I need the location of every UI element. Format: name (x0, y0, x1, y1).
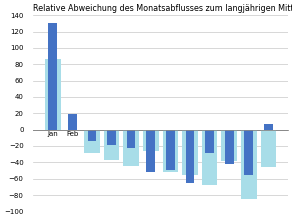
Bar (123, 130, 139, 166)
Bar (202, 130, 218, 185)
Bar (163, 130, 178, 172)
Bar (107, 130, 116, 145)
Bar (264, 124, 273, 130)
Bar (260, 130, 276, 167)
Bar (241, 130, 257, 199)
Bar (205, 130, 214, 152)
Bar (45, 59, 60, 130)
Bar (146, 130, 155, 172)
Bar (143, 130, 159, 151)
Bar (225, 130, 234, 164)
Bar (221, 130, 237, 161)
Bar (244, 130, 253, 175)
Bar (104, 130, 119, 160)
Bar (84, 130, 100, 153)
Bar (186, 130, 194, 183)
Bar (88, 130, 96, 141)
Bar (166, 130, 175, 170)
Bar (127, 130, 135, 148)
Bar (68, 114, 77, 130)
Bar (182, 130, 198, 175)
Bar (48, 23, 57, 130)
Text: Relative Abweichung des Monatsabflusses zum langjährigen Mittel in [%]: Relative Abweichung des Monatsabflusses … (33, 4, 292, 13)
